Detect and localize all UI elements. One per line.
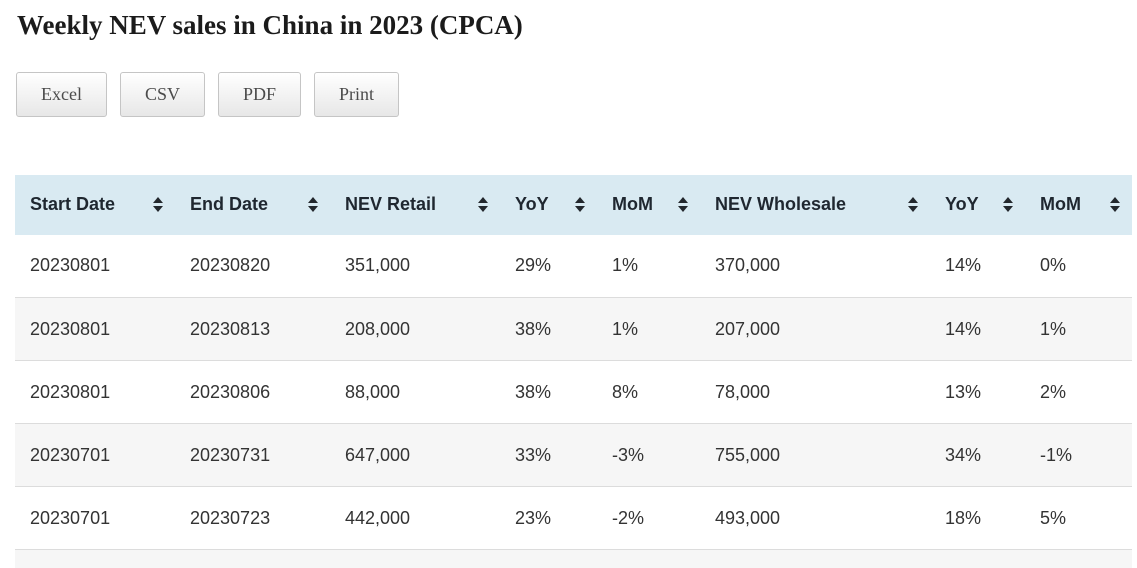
cell-yoy-retail: 29% xyxy=(515,255,552,276)
column-header-label: NEV Retail xyxy=(345,194,437,215)
cell-yoy-wholesale: 14% xyxy=(945,255,982,276)
cell-nev-wholesale: 78,000 xyxy=(715,381,771,402)
cell-yoy-wholesale: 14% xyxy=(945,318,982,339)
cell-nev-wholesale: 207,000 xyxy=(715,318,781,339)
cell-nev-wholesale: 370,000 xyxy=(715,255,781,276)
table-row: 20230801 20230806 88,000 38% 8% 78,000 1… xyxy=(15,360,1132,424)
cell-nev-retail: 88,000 xyxy=(345,381,401,402)
column-header-end-date[interactable]: End Date xyxy=(175,174,330,235)
cell-start-date: 20230701 xyxy=(30,507,111,528)
table-row: 20230701 20230723 442,000 23% -2% 493,00… xyxy=(15,486,1132,550)
column-header-label: NEV Wholesale xyxy=(715,194,847,215)
export-excel-button[interactable]: Excel xyxy=(16,71,107,117)
cell-nev-retail: 647,000 xyxy=(345,444,411,465)
column-header-nev-retail[interactable]: NEV Retail xyxy=(330,174,500,235)
cell-end-date: 20230806 xyxy=(190,381,271,402)
nev-sales-table: Start Date End Date NEV Retail YoY MoM N… xyxy=(15,174,1132,568)
column-header-label: End Date xyxy=(190,194,269,215)
column-header-label: YoY xyxy=(945,194,979,215)
table-row: 20230801 20230813 208,000 38% 1% 207,000… xyxy=(15,297,1132,361)
sort-icon xyxy=(478,197,488,213)
sort-icon xyxy=(678,197,688,213)
sort-icon xyxy=(575,197,585,213)
column-header-label: Start Date xyxy=(30,194,116,215)
sort-icon xyxy=(153,197,163,213)
column-header-nev-wholesale[interactable]: NEV Wholesale xyxy=(700,174,930,235)
cell-mom-wholesale: 5% xyxy=(1040,507,1067,528)
cell-nev-wholesale: 755,000 xyxy=(715,444,781,465)
sort-icon xyxy=(908,197,918,213)
cell-start-date: 20230701 xyxy=(30,444,111,465)
cell-yoy-wholesale: 13% xyxy=(945,381,982,402)
cell-end-date: 20230813 xyxy=(190,318,271,339)
cell-mom-wholesale: 2% xyxy=(1040,381,1067,402)
table-row: 20230701 20230731 647,000 33% -3% 755,00… xyxy=(15,423,1132,487)
cell-nev-retail: 208,000 xyxy=(345,318,411,339)
cell-yoy-retail: 38% xyxy=(515,318,552,339)
cell-start-date: 20230801 xyxy=(30,318,111,339)
table-header-row: Start Date End Date NEV Retail YoY MoM N… xyxy=(15,174,1132,235)
cell-mom-wholesale: -1% xyxy=(1040,444,1073,465)
table-row: 20230801 20230820 351,000 29% 1% 370,000… xyxy=(15,234,1132,298)
cell-nev-wholesale: 493,000 xyxy=(715,507,781,528)
cell-yoy-retail: 33% xyxy=(515,444,552,465)
export-csv-button[interactable]: CSV xyxy=(119,71,205,117)
cell-end-date: 20230820 xyxy=(190,255,271,276)
sort-icon xyxy=(1003,197,1013,213)
cell-yoy-retail: 23% xyxy=(515,507,552,528)
cell-mom-wholesale: 0% xyxy=(1040,255,1067,276)
cell-mom-retail: 1% xyxy=(612,318,639,339)
column-header-label: MoM xyxy=(612,194,653,215)
cell-mom-retail: 8% xyxy=(612,381,639,402)
cell-start-date: 20230801 xyxy=(30,255,111,276)
sort-icon xyxy=(1110,197,1120,213)
column-header-mom-retail[interactable]: MoM xyxy=(597,174,700,235)
table-row-partial xyxy=(15,549,1132,568)
cell-end-date: 20230731 xyxy=(190,444,271,465)
export-pdf-button[interactable]: PDF xyxy=(218,71,302,117)
cell-mom-retail: 1% xyxy=(612,255,639,276)
column-header-yoy-wholesale[interactable]: YoY xyxy=(930,174,1025,235)
cell-nev-retail: 351,000 xyxy=(345,255,411,276)
column-header-mom-wholesale[interactable]: MoM xyxy=(1025,174,1132,235)
cell-mom-retail: -2% xyxy=(612,507,645,528)
page-title: Weekly NEV sales in China in 2023 (CPCA) xyxy=(17,10,523,40)
export-toolbar: Excel CSV PDF Print xyxy=(16,71,1137,117)
column-header-yoy-retail[interactable]: YoY xyxy=(500,174,597,235)
cell-yoy-wholesale: 34% xyxy=(945,444,982,465)
cell-start-date: 20230801 xyxy=(30,381,111,402)
column-header-label: YoY xyxy=(515,194,549,215)
print-button[interactable]: Print xyxy=(314,71,400,117)
sort-icon xyxy=(308,197,318,213)
cell-mom-wholesale: 1% xyxy=(1040,318,1067,339)
cell-yoy-wholesale: 18% xyxy=(945,507,982,528)
cell-yoy-retail: 38% xyxy=(515,381,552,402)
column-header-label: MoM xyxy=(1040,194,1081,215)
cell-mom-retail: -3% xyxy=(612,444,645,465)
cell-nev-retail: 442,000 xyxy=(345,507,411,528)
cell-end-date: 20230723 xyxy=(190,507,271,528)
column-header-start-date[interactable]: Start Date xyxy=(15,174,175,235)
